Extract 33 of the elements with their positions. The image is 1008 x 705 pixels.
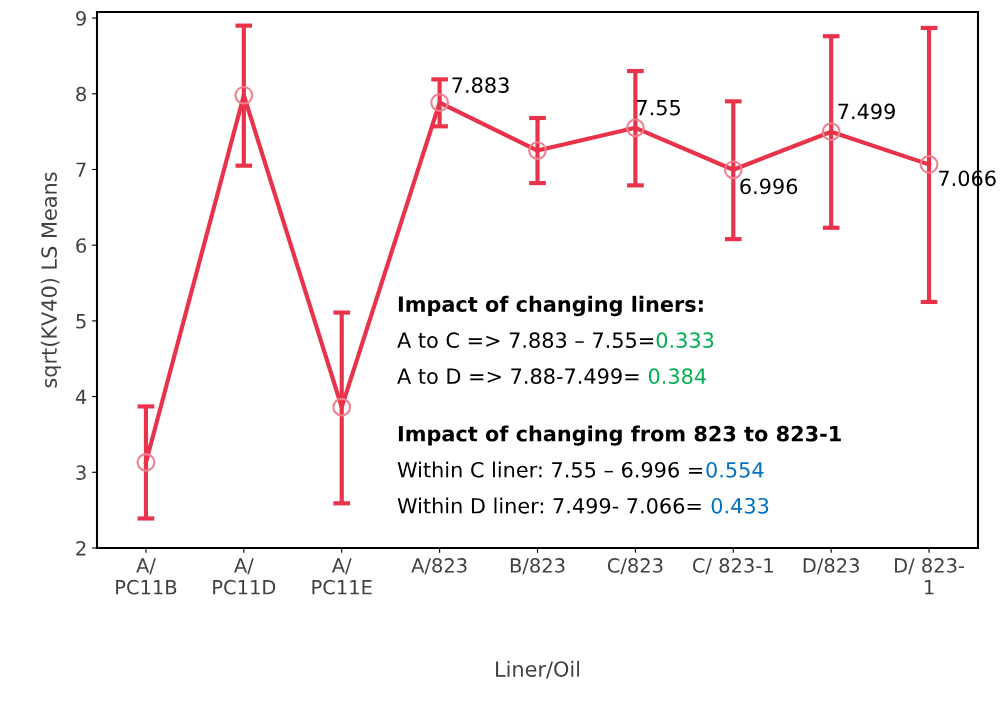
y-tick-label: 7 bbox=[76, 162, 86, 177]
y-tick-label: 8 bbox=[76, 86, 86, 102]
data-label: 7.55 bbox=[637, 99, 680, 116]
x-tick-label: A/ PC11D bbox=[213, 558, 276, 595]
x-tick-label: C/823 bbox=[607, 558, 663, 575]
data-label: 6.996 bbox=[740, 178, 798, 195]
y-axis-title: sqrt(KV40) LS Means bbox=[40, 172, 62, 388]
x-tick-label: B/823 bbox=[510, 558, 565, 575]
x-tick-label: C/ 823-1 bbox=[692, 558, 773, 575]
x-tick-label: D/ 823- 1 bbox=[895, 558, 965, 595]
data-label: 7.883 bbox=[452, 77, 509, 94]
annotation: Within D liner: 7.499- 7.066= bbox=[397, 497, 701, 514]
annotation: 0.333 bbox=[656, 332, 714, 349]
x-tick-label: A/ PC11E bbox=[312, 558, 372, 595]
annotation: 0.433 bbox=[711, 497, 769, 514]
annotation: Impact of changing liners: bbox=[398, 295, 703, 317]
y-tick-label: 3 bbox=[76, 465, 86, 480]
y-tick-label: 9 bbox=[76, 11, 86, 26]
annotation: A to C => 7.883 – 7.55= bbox=[397, 332, 654, 349]
annotation: 0.554 bbox=[706, 461, 764, 478]
data-label: 7.499 bbox=[838, 103, 895, 120]
x-tick-label: A/ PC11B bbox=[116, 558, 177, 595]
annotation: 0.384 bbox=[648, 368, 706, 385]
annotation: Within C liner: 7.55 – 6.996 = bbox=[397, 461, 703, 478]
x-tick-label: D/823 bbox=[803, 558, 859, 575]
annotation: A to D => 7.88-7.499= bbox=[397, 368, 639, 385]
x-axis-title: Liner/Oil bbox=[496, 660, 580, 679]
y-tick-label: 5 bbox=[76, 314, 86, 329]
y-tick-label: 6 bbox=[76, 238, 87, 253]
x-tick-label: A/823 bbox=[411, 558, 467, 575]
y-tick-label: 4 bbox=[75, 389, 87, 404]
annotation: Impact of changing from 823 to 823-1 bbox=[398, 425, 841, 446]
y-tick-label: 2 bbox=[76, 540, 86, 556]
